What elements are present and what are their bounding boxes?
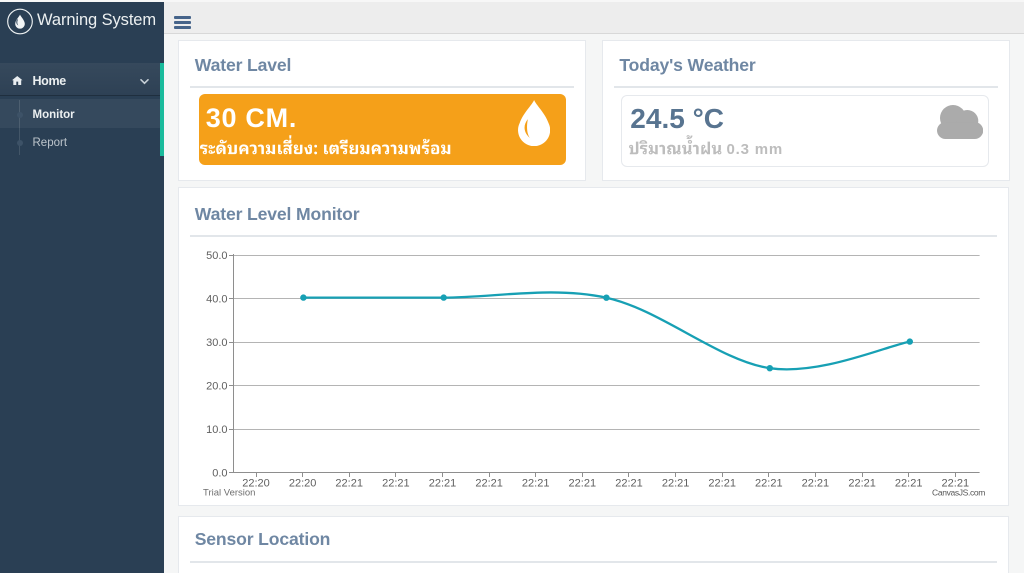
svg-text:22:21: 22:21 xyxy=(615,478,643,490)
svg-text:22:21: 22:21 xyxy=(662,478,690,490)
svg-text:22:21: 22:21 xyxy=(942,478,970,490)
svg-text:40.0: 40.0 xyxy=(206,293,227,305)
svg-text:0.0: 0.0 xyxy=(212,467,227,479)
svg-text:22:21: 22:21 xyxy=(755,478,783,490)
svg-text:50.0: 50.0 xyxy=(206,250,227,262)
svg-text:CanvasJS.com: CanvasJS.com xyxy=(932,487,985,497)
svg-text:22:21: 22:21 xyxy=(429,478,457,490)
svg-text:22:21: 22:21 xyxy=(335,478,363,490)
svg-text:22:20: 22:20 xyxy=(289,478,317,490)
svg-text:30.0: 30.0 xyxy=(206,337,227,349)
svg-text:10.0: 10.0 xyxy=(206,424,227,436)
svg-text:22:21: 22:21 xyxy=(382,478,410,490)
svg-text:Trial Version: Trial Version xyxy=(203,488,255,499)
svg-text:22:21: 22:21 xyxy=(802,478,830,490)
svg-text:22:21: 22:21 xyxy=(569,478,597,490)
svg-text:22:20: 22:20 xyxy=(242,478,270,490)
svg-text:20.0: 20.0 xyxy=(206,380,227,392)
svg-text:22:21: 22:21 xyxy=(475,478,503,490)
svg-text:22:21: 22:21 xyxy=(522,478,550,490)
svg-text:22:21: 22:21 xyxy=(708,478,736,490)
svg-text:22:21: 22:21 xyxy=(895,478,923,490)
svg-text:22:21: 22:21 xyxy=(848,478,876,490)
